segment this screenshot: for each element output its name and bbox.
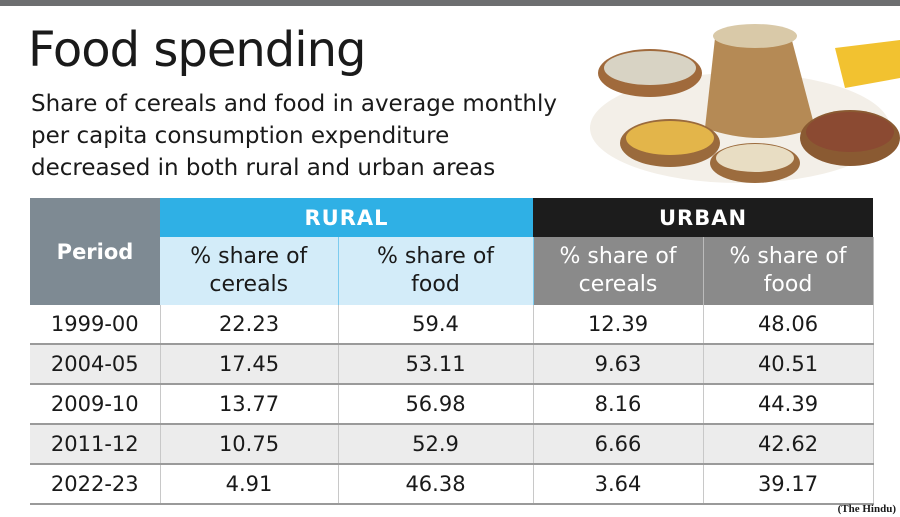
value-cell: 53.11 [338,344,534,385]
period-cell: 1999-00 [30,305,161,345]
table-row: 2004-05 17.45 53.11 9.63 40.51 [30,344,874,385]
data-table: Period RURAL URBAN % share of cereals% sh… [30,198,874,505]
subheader-line: food [763,272,813,297]
table-body: 1999-00 22.23 59.4 12.39 48.06 2004-05 17.45 53… [30,305,874,505]
table-row: 2011-12 10.75 52.9 6.66 42.62 [30,424,874,465]
value-cell: 9.63 [533,344,704,385]
value-cell: 40.51 [703,344,874,385]
subheader-line: % share of [376,244,495,269]
period-cell: 2011-12 [30,424,161,465]
table-row: 2009-10 13.77 56.98 8.16 44.39 [30,384,874,425]
subheader-line: cereals [578,272,658,297]
subtitle-line: decreased in both rural and urban areas [31,155,496,181]
subtitle: Share of cereals and food in average mon… [31,88,557,184]
period-cell: 2004-05 [30,344,161,385]
subheader-line: food [411,272,460,297]
subheader: % share of cereals [160,237,339,305]
value-cell: 59.4 [338,305,534,345]
value-cell: 6.66 [533,424,704,465]
period-cell: 2009-10 [30,384,161,425]
table-row: 1999-00 22.23 59.4 12.39 48.06 [30,305,874,345]
group-header: URBAN [533,198,873,237]
value-cell: 12.39 [533,305,704,345]
subheader-row: % share of cereals% share of food% share o… [30,237,874,305]
value-cell: 52.9 [338,424,534,465]
value-cell: 39.17 [703,464,874,505]
value-cell: 42.62 [703,424,874,465]
source: (The Hindu) [837,503,896,515]
value-cell: 44.39 [703,384,874,425]
subtitle-line: Share of cereals and food in average mon… [31,91,557,117]
value-cell: 3.64 [533,464,704,505]
subheader: % share of cereals [533,237,704,305]
value-cell: 8.16 [533,384,704,425]
value-cell: 4.91 [160,464,339,505]
value-cell: 56.98 [338,384,534,425]
value-cell: 46.38 [338,464,534,505]
group-header: RURAL [160,198,533,237]
table-row: 2022-23 4.91 46.38 3.64 39.17 [30,464,874,505]
title: Food spending [28,22,366,78]
subheader: % share of food [703,237,874,305]
subtitle-line: per capita consumption expenditure [31,123,450,149]
subheader-line: % share of [559,244,677,269]
value-cell: 13.77 [160,384,339,425]
period-cell: 2022-23 [30,464,161,505]
value-cell: 17.45 [160,344,339,385]
value-cell: 10.75 [160,424,339,465]
grain-illustration [590,24,900,183]
value-cell: 22.23 [160,305,339,345]
subheader: % share of food [338,237,534,305]
top-bar [0,0,900,6]
value-cell: 48.06 [703,305,874,345]
subheader-line: % share of [729,244,847,269]
subheader-line: cereals [209,272,289,297]
period-header: Period [30,198,160,305]
subheader-line: % share of [190,244,308,269]
